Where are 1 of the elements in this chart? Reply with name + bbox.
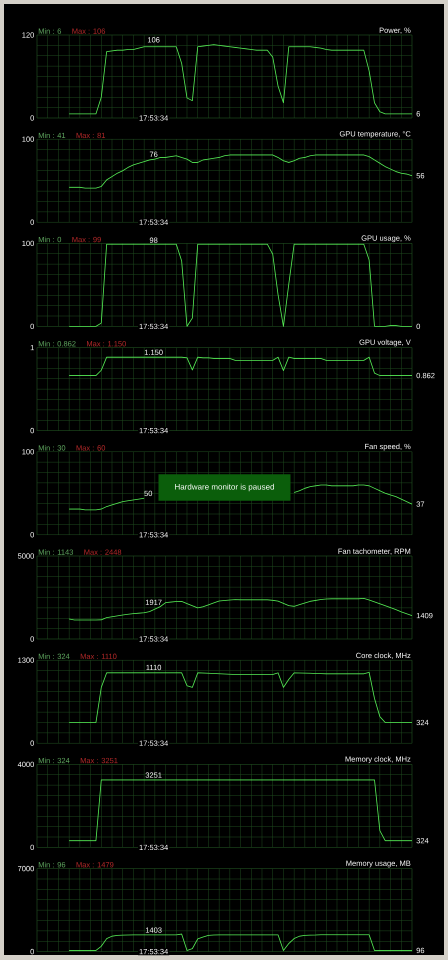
- annotation: Hardware monitor is paused: [175, 484, 274, 492]
